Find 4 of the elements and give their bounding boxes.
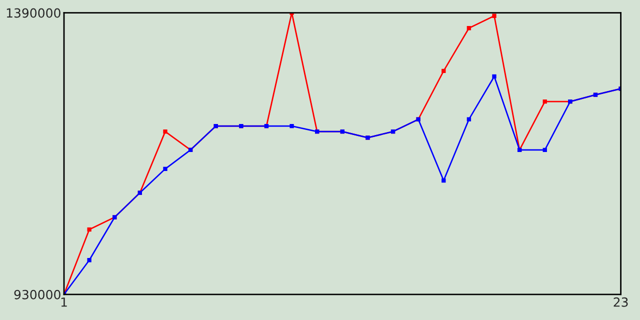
- x-tick-label: 1: [61, 298, 67, 307]
- y-tick-label: 1390000: [6, 8, 60, 18]
- y-tick-label: 930000: [14, 290, 60, 300]
- x-tick-label: 23: [614, 297, 628, 307]
